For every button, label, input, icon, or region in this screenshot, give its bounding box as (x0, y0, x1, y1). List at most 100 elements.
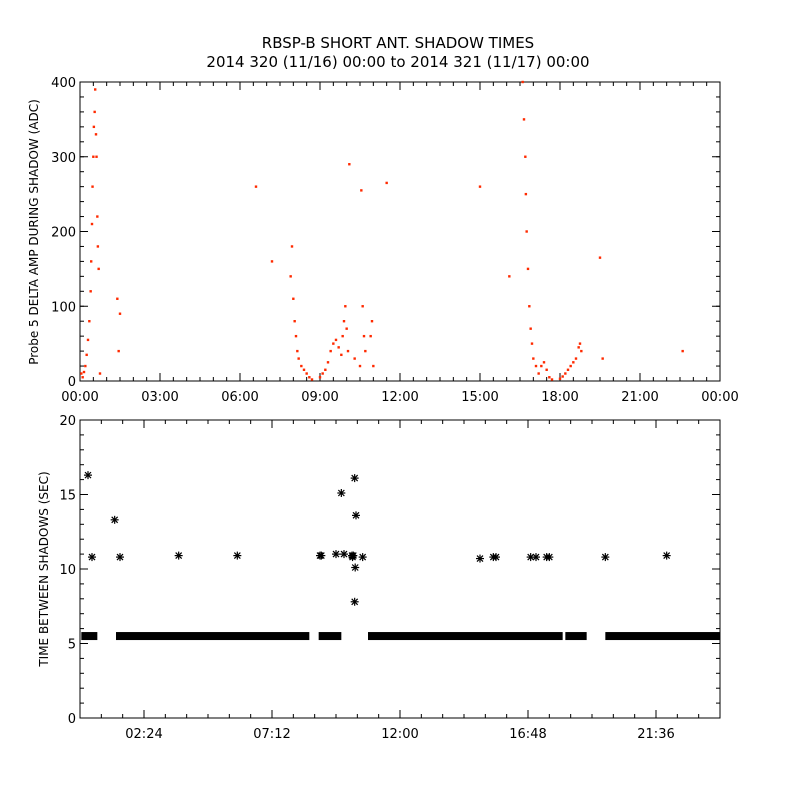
data-point (532, 553, 540, 562)
data-point (522, 118, 526, 121)
data-point (532, 357, 535, 360)
data-point (92, 155, 95, 158)
data-point (90, 222, 94, 226)
data-point (525, 230, 528, 233)
top-y-axis-label: Probe 5 DELTA AMP DURING SHADOW (ADC) (27, 99, 41, 365)
data-point (292, 297, 295, 300)
data-point (82, 370, 86, 374)
bottom-y-tick-label: 5 (68, 638, 76, 653)
data-point (358, 364, 362, 368)
chart-title-line2: 2014 320 (11/16) 00:00 to 2014 321 (11/1… (206, 53, 589, 71)
top-x-tick-label: 12:00 (381, 390, 418, 405)
data-point (352, 511, 360, 520)
data-point (372, 364, 375, 368)
data-point (334, 338, 338, 342)
data-point (290, 245, 294, 248)
data-point (302, 368, 306, 371)
data-point (321, 372, 324, 375)
data-point (308, 376, 311, 379)
data-point (94, 133, 98, 136)
data-point (478, 185, 482, 188)
baseline-segment (605, 632, 720, 641)
data-point (342, 320, 346, 323)
data-point (85, 353, 88, 357)
bottom-panel: TIME BETWEEN SHADOWS (SEC) 02:24 07:12 12:… (37, 414, 721, 742)
bottom-axis-ticks: 02:24 07:12 12:00 16:48 21:36 0 5 10 15 20 (59, 414, 721, 742)
data-point (574, 357, 578, 360)
data-point (598, 256, 602, 259)
data-point (358, 553, 367, 562)
data-point (662, 551, 671, 560)
data-point (577, 346, 580, 349)
data-point (344, 305, 347, 308)
bottom-y-tick-label: 15 (59, 489, 76, 504)
data-point (95, 155, 98, 158)
baseline-segment (81, 632, 98, 641)
top-x-tick-label: 00:00 (61, 390, 98, 405)
data-point (94, 88, 97, 91)
data-point (508, 275, 511, 278)
data-point (542, 361, 546, 364)
data-point (530, 342, 534, 345)
data-point (297, 357, 300, 360)
data-point (580, 349, 583, 353)
data-point (548, 376, 551, 379)
baseline-segment (565, 632, 587, 641)
data-point (89, 290, 92, 293)
top-x-tick-label: 06:00 (221, 390, 258, 405)
data-point (369, 334, 372, 338)
data-point (80, 372, 83, 375)
bottom-y-tick-label: 10 (59, 563, 76, 578)
baseline-segment (368, 632, 563, 641)
baseline-segment (318, 632, 342, 641)
data-point (564, 372, 567, 375)
data-point (540, 364, 543, 368)
top-axis-ticks: 00:00 03:00 06:00 09:00 12:00 15:00 18:00 21:00… (51, 76, 739, 405)
data-point (578, 342, 582, 345)
bottom-plot-frame (79, 419, 721, 719)
bottom-y-tick-label: 0 (68, 712, 76, 727)
data-point (90, 260, 93, 263)
chart-title-line1: RBSP-B SHORT ANT. SHADOW TIMES (262, 34, 534, 52)
data-point (289, 275, 292, 278)
data-point (521, 80, 524, 84)
data-point (270, 260, 274, 263)
data-point (370, 320, 374, 323)
top-x-tick-label: 09:00 (301, 390, 338, 405)
data-point (681, 349, 684, 353)
data-point (524, 155, 527, 158)
data-point (364, 349, 367, 353)
top-data-points (80, 80, 684, 381)
data-point (96, 215, 99, 218)
bottom-x-tick-label: 02:24 (125, 727, 162, 742)
data-point (117, 349, 120, 353)
data-point (569, 364, 572, 368)
top-panel: Probe 5 DELTA AMP DURING SHADOW (ADC) 00… (27, 76, 739, 405)
data-point (337, 489, 346, 498)
data-point (86, 338, 90, 342)
data-point (340, 353, 343, 357)
data-point (572, 361, 575, 364)
data-point (476, 554, 484, 563)
data-point (348, 163, 351, 166)
baseline-segment (116, 632, 310, 641)
data-point (300, 364, 303, 368)
bottom-x-tick-label: 21:36 (637, 727, 674, 742)
data-point (81, 376, 84, 379)
bottom-y-tick-label: 20 (59, 414, 76, 429)
data-point (98, 372, 102, 375)
data-point (524, 192, 528, 196)
top-x-tick-label: 21:00 (621, 390, 658, 405)
data-point (550, 378, 554, 381)
data-point (601, 357, 604, 360)
data-point (558, 377, 562, 380)
data-point (341, 334, 344, 338)
data-point (97, 267, 100, 271)
top-y-tick-label: 100 (51, 300, 76, 315)
data-point (296, 349, 299, 353)
data-point (534, 364, 538, 368)
data-point (350, 474, 359, 483)
data-point (360, 189, 363, 192)
data-point (361, 305, 364, 308)
